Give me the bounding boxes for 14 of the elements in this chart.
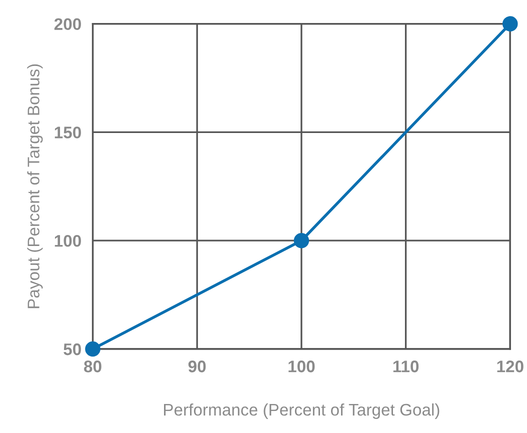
y-tick-label: 150 [54,126,81,138]
x-tick-label: 80 [84,360,102,372]
x-tick-label: 110 [393,360,419,372]
y-tick-label: 100 [54,235,81,247]
x-tick-label: 120 [497,360,524,372]
point [502,16,518,32]
point [294,232,310,248]
x-tick-label: 90 [188,360,206,372]
y-tick-label: 200 [54,18,81,30]
y-tick-label: 50 [64,343,81,356]
point [85,341,100,357]
x-tick-label: 100 [288,360,315,372]
x-axis-title: Performance (Percent of Target Goal) [164,403,440,419]
y-axis-title: Payout (Percent of Target Bonus) [27,64,43,308]
